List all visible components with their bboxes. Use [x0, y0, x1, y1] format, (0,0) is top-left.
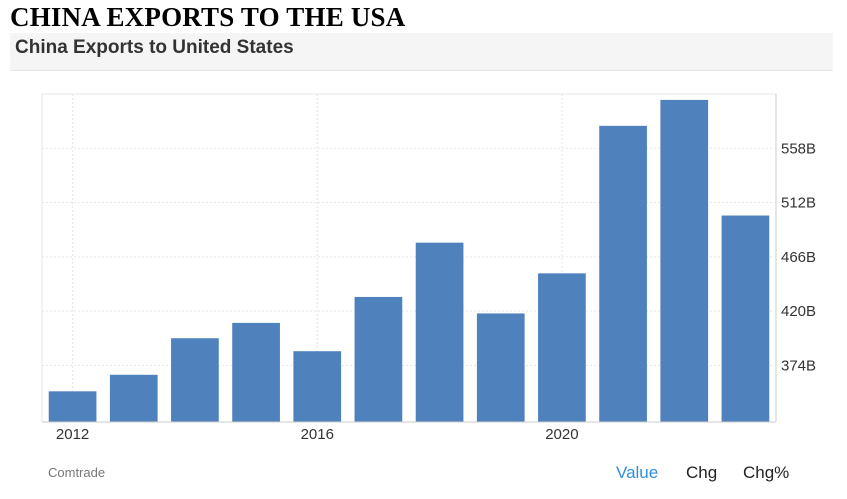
- bar-2023: [721, 215, 770, 422]
- source-label[interactable]: Comtrade: [48, 465, 106, 480]
- bar-2021: [599, 125, 647, 423]
- bar-2020: [538, 273, 586, 422]
- y-tick-label: 558B: [781, 140, 816, 157]
- bar-2019: [476, 313, 525, 422]
- bar-2018: [415, 242, 464, 422]
- tab-value[interactable]: Value: [616, 463, 659, 482]
- bar-2015: [232, 322, 280, 422]
- bar-2017: [354, 296, 403, 422]
- tab-chg[interactable]: Chg: [686, 463, 718, 482]
- bar-2012: [48, 391, 97, 422]
- chart-panel: China Exports to United States 374B 420B 4…: [10, 33, 833, 495]
- bar-chart: 374B 420B 466B 512B 558B 2012 2016 2020: [41, 93, 816, 443]
- tab-chg-percent[interactable]: Chg%: [743, 463, 790, 482]
- x-tick-label: 2016: [301, 426, 334, 443]
- y-tick-label: 420B: [781, 303, 816, 320]
- bar-2014: [171, 338, 219, 422]
- bar-2013: [109, 374, 158, 422]
- page-heading: CHINA EXPORTS TO THE USA: [10, 2, 406, 32]
- panel-header: China Exports to United States: [10, 33, 833, 71]
- x-tick-label: 2012: [56, 426, 89, 443]
- panel-title: China Exports to United States: [15, 37, 294, 58]
- y-tick-label: 374B: [781, 357, 816, 374]
- bar-2022: [660, 99, 709, 422]
- y-tick-label: 512B: [781, 195, 816, 212]
- bar-2016: [293, 351, 342, 422]
- x-tick-label: 2020: [545, 426, 578, 443]
- y-tick-label: 466B: [781, 249, 816, 266]
